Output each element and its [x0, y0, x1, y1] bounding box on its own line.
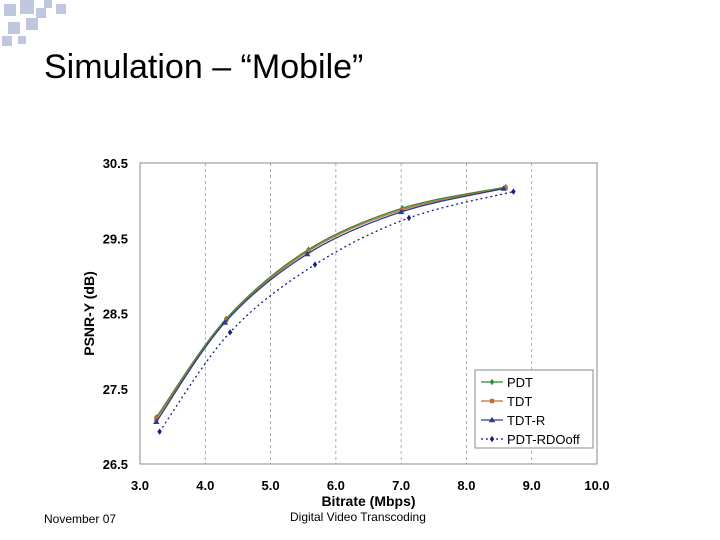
series-pdt-rdooff [157, 188, 516, 435]
y-tick-label: 29.5 [103, 231, 128, 246]
series-tdt-r [153, 185, 507, 425]
legend-label: TDT [507, 394, 532, 409]
data-point [303, 250, 311, 257]
legend-item: PDT-RDOoff [481, 432, 580, 447]
data-point [503, 185, 508, 191]
y-tick-label: 30.5 [103, 156, 128, 171]
data-point [488, 416, 496, 423]
data-point [400, 207, 405, 212]
deco-square [4, 4, 16, 16]
x-axis-label: Bitrate (Mbps) [321, 493, 415, 509]
series-line [155, 187, 506, 420]
y-tick-label: 27.5 [103, 382, 128, 397]
series-line [155, 186, 506, 418]
data-point [489, 435, 495, 443]
legend-label: PDT [507, 375, 533, 390]
legend-item: TDT [481, 394, 532, 409]
deco-square [20, 0, 34, 14]
data-point [157, 428, 162, 435]
x-tick-label: 3.0 [131, 478, 149, 493]
series-line [159, 190, 514, 433]
series-pdt [154, 183, 508, 421]
data-point [406, 214, 412, 222]
deco-square [26, 18, 38, 30]
footer-date: November 07 [44, 512, 117, 526]
series-line [155, 187, 504, 423]
deco-square [8, 22, 20, 34]
legend: PDT TDT TDT-R PDT-RDOoff [474, 369, 594, 449]
data-point [500, 185, 507, 191]
x-tick-label: 8.0 [457, 478, 475, 493]
deco-square [44, 0, 52, 8]
deco-square [2, 36, 12, 46]
data-point [153, 418, 160, 425]
data-point [489, 378, 495, 386]
data-point [221, 319, 229, 325]
decorative-squares [2, 0, 66, 46]
data-point [227, 329, 233, 336]
tick-labels: 3.0 4.0 5.0 6.0 7.0 8.0 9.0 10.0 30.5 29.5 28.5 27.… [103, 156, 610, 493]
legend-label: TDT-R [507, 413, 545, 428]
y-axis-label: PSNR-Y (dB) [81, 271, 97, 356]
series-tdt [154, 185, 508, 422]
data-point [397, 208, 405, 215]
x-tick-label: 4.0 [196, 478, 214, 493]
y-tick-label: 28.5 [103, 307, 128, 322]
legend-label: PDT-RDOoff [507, 432, 580, 447]
x-tick-label: 5.0 [262, 478, 280, 493]
data-point [306, 248, 311, 254]
x-tick-label: 9.0 [523, 478, 541, 493]
x-tick-label: 6.0 [327, 478, 345, 493]
footer-title: Digital Video Transcoding [290, 510, 426, 524]
plot-frame [139, 162, 598, 465]
legend-box [474, 369, 594, 449]
deco-square [36, 8, 46, 18]
deco-square [56, 4, 66, 14]
series-layer [153, 183, 516, 435]
legend-item: TDT-R [481, 413, 545, 428]
data-point [489, 398, 495, 404]
y-tick-label: 26.5 [103, 457, 128, 472]
x-tick-label: 7.0 [392, 478, 410, 493]
data-point [312, 261, 318, 268]
deco-square [18, 36, 26, 44]
x-tick-label: 10.0 [584, 478, 609, 493]
data-point [511, 188, 516, 195]
slide-title: Simulation – “Mobile” [44, 48, 364, 86]
legend-item: PDT [481, 375, 533, 390]
